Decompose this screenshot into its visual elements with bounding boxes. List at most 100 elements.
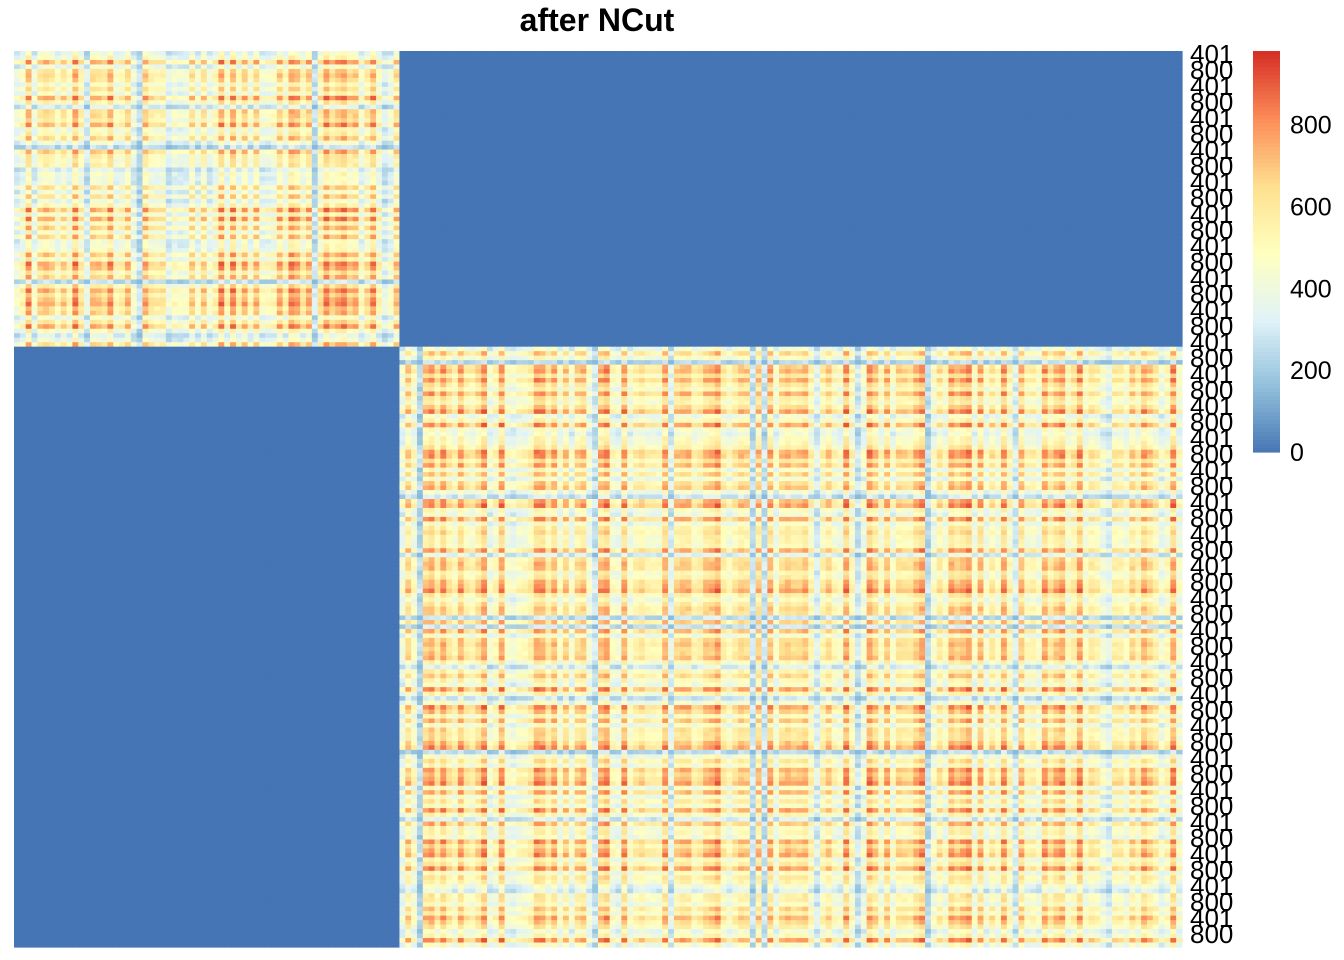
heatmap-cell bbox=[166, 105, 172, 110]
heatmap-cell bbox=[691, 114, 697, 119]
heatmap-cell bbox=[55, 55, 61, 60]
heatmap-cell bbox=[1170, 82, 1176, 87]
heatmap-cell bbox=[843, 150, 849, 155]
heatmap-cell bbox=[1024, 96, 1030, 101]
heatmap-cell bbox=[49, 82, 55, 87]
heatmap-cell bbox=[762, 55, 768, 60]
heatmap-cell bbox=[767, 105, 773, 110]
heatmap-cell bbox=[376, 82, 382, 87]
heatmap-cell bbox=[67, 141, 73, 146]
heatmap-cell bbox=[1129, 109, 1135, 114]
heatmap-cell bbox=[943, 127, 949, 132]
heatmap-cell bbox=[119, 55, 125, 60]
heatmap-cell bbox=[627, 91, 633, 96]
heatmap-cell bbox=[726, 118, 732, 123]
heatmap-cell bbox=[131, 55, 137, 60]
heatmap-cell bbox=[32, 82, 38, 87]
heatmap-cell bbox=[1147, 73, 1153, 78]
heatmap-cell bbox=[452, 123, 458, 128]
heatmap-cell bbox=[972, 96, 978, 101]
heatmap-cell bbox=[277, 123, 283, 128]
heatmap-cell bbox=[616, 55, 622, 60]
heatmap-cell bbox=[762, 123, 768, 128]
heatmap-cell bbox=[686, 69, 692, 74]
heatmap-cell bbox=[691, 82, 697, 87]
heatmap-cell bbox=[674, 136, 680, 141]
heatmap-cell bbox=[510, 78, 516, 83]
heatmap-cell bbox=[569, 82, 575, 87]
heatmap-cell bbox=[884, 150, 890, 155]
heatmap-cell bbox=[820, 150, 826, 155]
heatmap-cell bbox=[943, 154, 949, 159]
heatmap-cell bbox=[1153, 150, 1159, 155]
heatmap-cell bbox=[1118, 105, 1124, 110]
heatmap-cell bbox=[668, 91, 674, 96]
heatmap-cell bbox=[522, 96, 528, 101]
heatmap-cell bbox=[411, 145, 417, 150]
heatmap-cell bbox=[1129, 114, 1135, 119]
heatmap-cell bbox=[458, 154, 464, 159]
heatmap-cell bbox=[832, 73, 838, 78]
heatmap-cell bbox=[686, 87, 692, 92]
heatmap-cell bbox=[908, 87, 914, 92]
heatmap-cell bbox=[20, 145, 26, 150]
heatmap-cell bbox=[1141, 145, 1147, 150]
heatmap-cell bbox=[797, 109, 803, 114]
heatmap-cell bbox=[107, 82, 113, 87]
heatmap-cell bbox=[481, 73, 487, 78]
heatmap-cell bbox=[557, 114, 563, 119]
heatmap-cell bbox=[872, 51, 878, 56]
heatmap-cell bbox=[534, 51, 540, 56]
heatmap-cell bbox=[464, 96, 470, 101]
heatmap-cell bbox=[55, 141, 61, 146]
heatmap-cell bbox=[1030, 91, 1036, 96]
heatmap-cell bbox=[633, 123, 639, 128]
heatmap-cell bbox=[1059, 96, 1065, 101]
heatmap-cell bbox=[440, 60, 446, 65]
heatmap-cell bbox=[72, 73, 78, 78]
heatmap-cell bbox=[329, 87, 335, 92]
heatmap-cell bbox=[1106, 132, 1112, 137]
heatmap-cell bbox=[294, 69, 300, 74]
heatmap-cell bbox=[610, 64, 616, 69]
heatmap-cell bbox=[785, 100, 791, 105]
heatmap-cell bbox=[72, 132, 78, 137]
heatmap-cell bbox=[213, 132, 219, 137]
heatmap-cell bbox=[896, 145, 902, 150]
heatmap-cell bbox=[645, 127, 651, 132]
heatmap-cell bbox=[242, 141, 248, 146]
heatmap-cell bbox=[534, 136, 540, 141]
heatmap-cell bbox=[528, 69, 534, 74]
heatmap-cell bbox=[72, 123, 78, 128]
heatmap-cell bbox=[849, 127, 855, 132]
heatmap-cell bbox=[575, 141, 581, 146]
heatmap-cell bbox=[1094, 69, 1100, 74]
heatmap-cell bbox=[522, 64, 528, 69]
heatmap-cell bbox=[376, 100, 382, 105]
heatmap-cell bbox=[335, 51, 341, 56]
heatmap-cell bbox=[464, 91, 470, 96]
heatmap-cell bbox=[1030, 82, 1036, 87]
heatmap-cell bbox=[569, 159, 575, 164]
heatmap-cell bbox=[1024, 114, 1030, 119]
heatmap-cell bbox=[189, 60, 195, 65]
heatmap-cell bbox=[283, 118, 289, 123]
heatmap-cell bbox=[668, 82, 674, 87]
heatmap-cell bbox=[545, 51, 551, 56]
heatmap-cell bbox=[96, 109, 102, 114]
heatmap-cell bbox=[487, 132, 493, 137]
heatmap-cell bbox=[592, 73, 598, 78]
heatmap-cell bbox=[580, 109, 586, 114]
heatmap-cell bbox=[49, 123, 55, 128]
heatmap-cell bbox=[1054, 96, 1060, 101]
heatmap-cell bbox=[586, 105, 592, 110]
heatmap-cell bbox=[446, 91, 452, 96]
heatmap-cell bbox=[49, 60, 55, 65]
heatmap-cell bbox=[674, 91, 680, 96]
heatmap-cell bbox=[1112, 60, 1118, 65]
heatmap-cell bbox=[680, 145, 686, 150]
heatmap-cell bbox=[651, 132, 657, 137]
heatmap-cell bbox=[779, 127, 785, 132]
heatmap-cell bbox=[586, 132, 592, 137]
heatmap-cell bbox=[604, 87, 610, 92]
